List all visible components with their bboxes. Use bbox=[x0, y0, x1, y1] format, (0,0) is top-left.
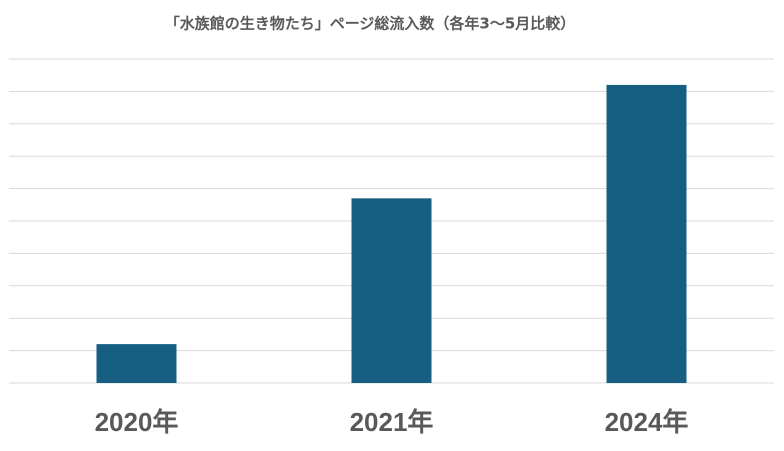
bar bbox=[606, 84, 687, 384]
x-tick-label: 2020年 bbox=[95, 407, 179, 437]
x-tick-label: 2021年 bbox=[350, 407, 434, 437]
x-tick-label: 2024年 bbox=[605, 407, 689, 437]
bar bbox=[351, 198, 432, 383]
bar bbox=[96, 344, 177, 383]
chart-title: 「水族館の生き物たち」ページ総流入数（各年3〜5月比較） bbox=[165, 15, 576, 33]
